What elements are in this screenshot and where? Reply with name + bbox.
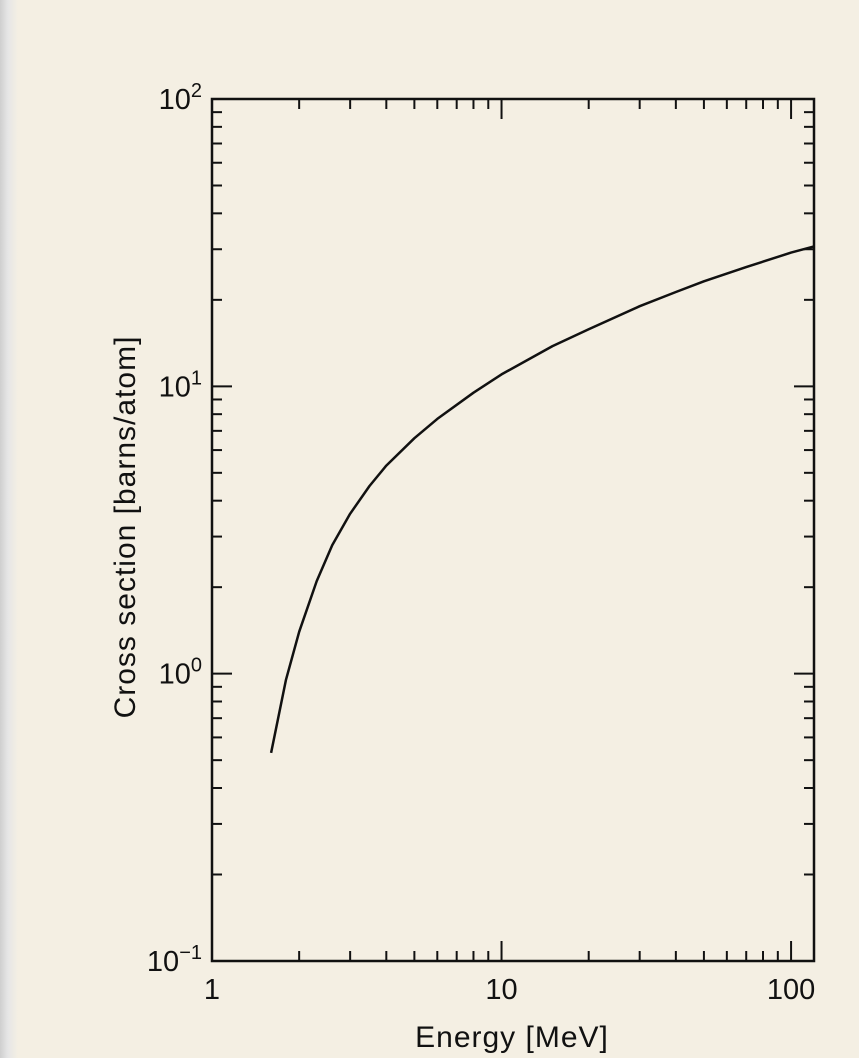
series-line <box>269 245 815 754</box>
y-tick-label: 10−1 <box>147 942 202 978</box>
x-tick-label: 100 <box>767 974 815 1006</box>
x-tick-label: 10 <box>485 974 517 1006</box>
plot-frame <box>210 97 816 963</box>
x-axis-label: Energy [MeV] <box>415 1021 609 1054</box>
axis-ticks <box>211 98 814 962</box>
y-tick-label: 100 <box>159 655 202 691</box>
y-tick-label: 101 <box>159 367 202 403</box>
x-tick-label: 1 <box>204 974 220 1006</box>
y-tick-label: 102 <box>159 80 202 116</box>
tick-labels: 1 10 100 10−1 100 101 102 <box>147 80 815 1006</box>
y-axis-label: Cross section [barns/atom] <box>109 336 142 719</box>
